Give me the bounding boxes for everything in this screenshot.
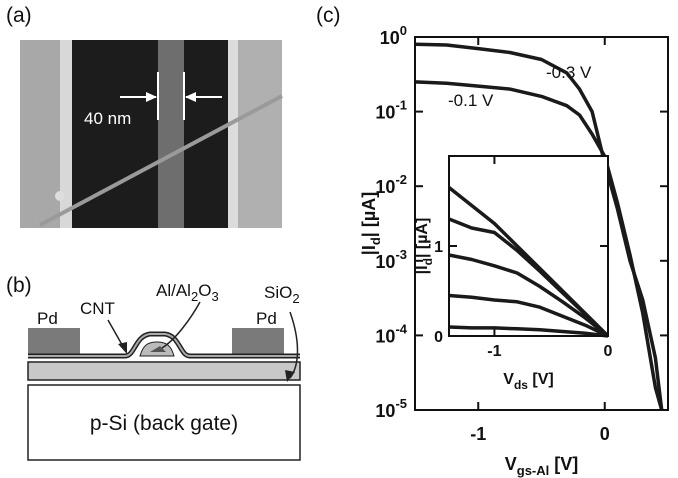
x-tick-label: -1 [470, 424, 486, 444]
axis-label: Vds [V] [503, 371, 553, 392]
axis-label: |Id| [µA] [414, 218, 435, 275]
data-line [414, 80, 664, 411]
text-part: V [503, 371, 514, 388]
tick-exponent: -3 [395, 247, 407, 262]
x-tick-label: -1 [487, 343, 501, 360]
tick-exponent: -2 [395, 172, 407, 187]
substrate-label: p-Si (back gate) [90, 412, 238, 435]
y-tick-label: 10-1 [375, 98, 407, 123]
curve-label: -0.3 V [546, 63, 592, 82]
plot-area [449, 156, 608, 336]
tick-base: 10 [380, 28, 400, 48]
text-part: Al/Al [156, 281, 191, 300]
text-part: | [µA] [414, 218, 431, 258]
y-tick-label: 10-4 [375, 321, 407, 346]
data-line [448, 217, 610, 338]
subscript: 2 [191, 289, 198, 304]
panel-label: (b) [6, 274, 32, 297]
x-tick-label: 0 [604, 343, 613, 360]
panel-label: (a) [6, 4, 32, 27]
device-schematic [27, 301, 301, 461]
y-tick-label: 0 [434, 329, 443, 346]
subscript: ds [514, 378, 528, 392]
data-line [448, 253, 610, 338]
x-tick-label: 0 [600, 424, 610, 444]
y-tick-label: 10-3 [375, 247, 407, 272]
subscript: gs-Al [517, 463, 550, 478]
tick-exponent: -1 [395, 98, 407, 113]
subscript: d [421, 258, 435, 265]
subscript: 3 [211, 289, 218, 304]
subscript: d [368, 237, 383, 245]
plot-frame [448, 155, 609, 337]
text-part: SiO [264, 283, 292, 302]
y-tick-label: 100 [380, 23, 407, 48]
text-part: |I [359, 245, 379, 255]
oxide-label: SiO2 [264, 283, 300, 306]
sem-image [20, 40, 283, 228]
text-part: | [µA] [359, 192, 379, 237]
cnt-label: CNT [80, 299, 115, 318]
panel-label: (c) [316, 4, 341, 27]
text-part: [V] [528, 371, 554, 388]
pd-label: Pd [37, 309, 58, 328]
plot-frame [414, 36, 669, 411]
text-part: V [505, 454, 517, 474]
data-line [448, 325, 609, 338]
data-line [414, 42, 664, 411]
tick-exponent: -5 [395, 396, 407, 411]
text-part: O [198, 281, 211, 300]
gate-stack-label: Al/Al2O3 [156, 281, 219, 304]
tick-base: 10 [375, 401, 395, 421]
y-tick-label: 1 [434, 239, 443, 256]
tick-exponent: -4 [395, 321, 407, 336]
text-part: |I [414, 265, 431, 274]
subscript: 2 [292, 291, 299, 306]
tick-base: 10 [375, 177, 395, 197]
curve-label: -0.1 V [448, 91, 494, 110]
tick-base: 10 [375, 103, 395, 123]
axis-label: Vgs-Al [V] [505, 454, 579, 478]
tick-base: 10 [375, 252, 395, 272]
tick-base: 10 [375, 326, 395, 346]
y-tick-label: 10-5 [375, 396, 407, 421]
pd-label: Pd [256, 309, 277, 328]
y-tick-label: 10-2 [375, 172, 407, 197]
text-part: [V] [549, 454, 578, 474]
data-line [448, 293, 609, 338]
scale-label: 40 nm [84, 109, 131, 128]
axis-label: |Id| [µA] [359, 192, 383, 255]
tick-exponent: 0 [400, 23, 407, 38]
